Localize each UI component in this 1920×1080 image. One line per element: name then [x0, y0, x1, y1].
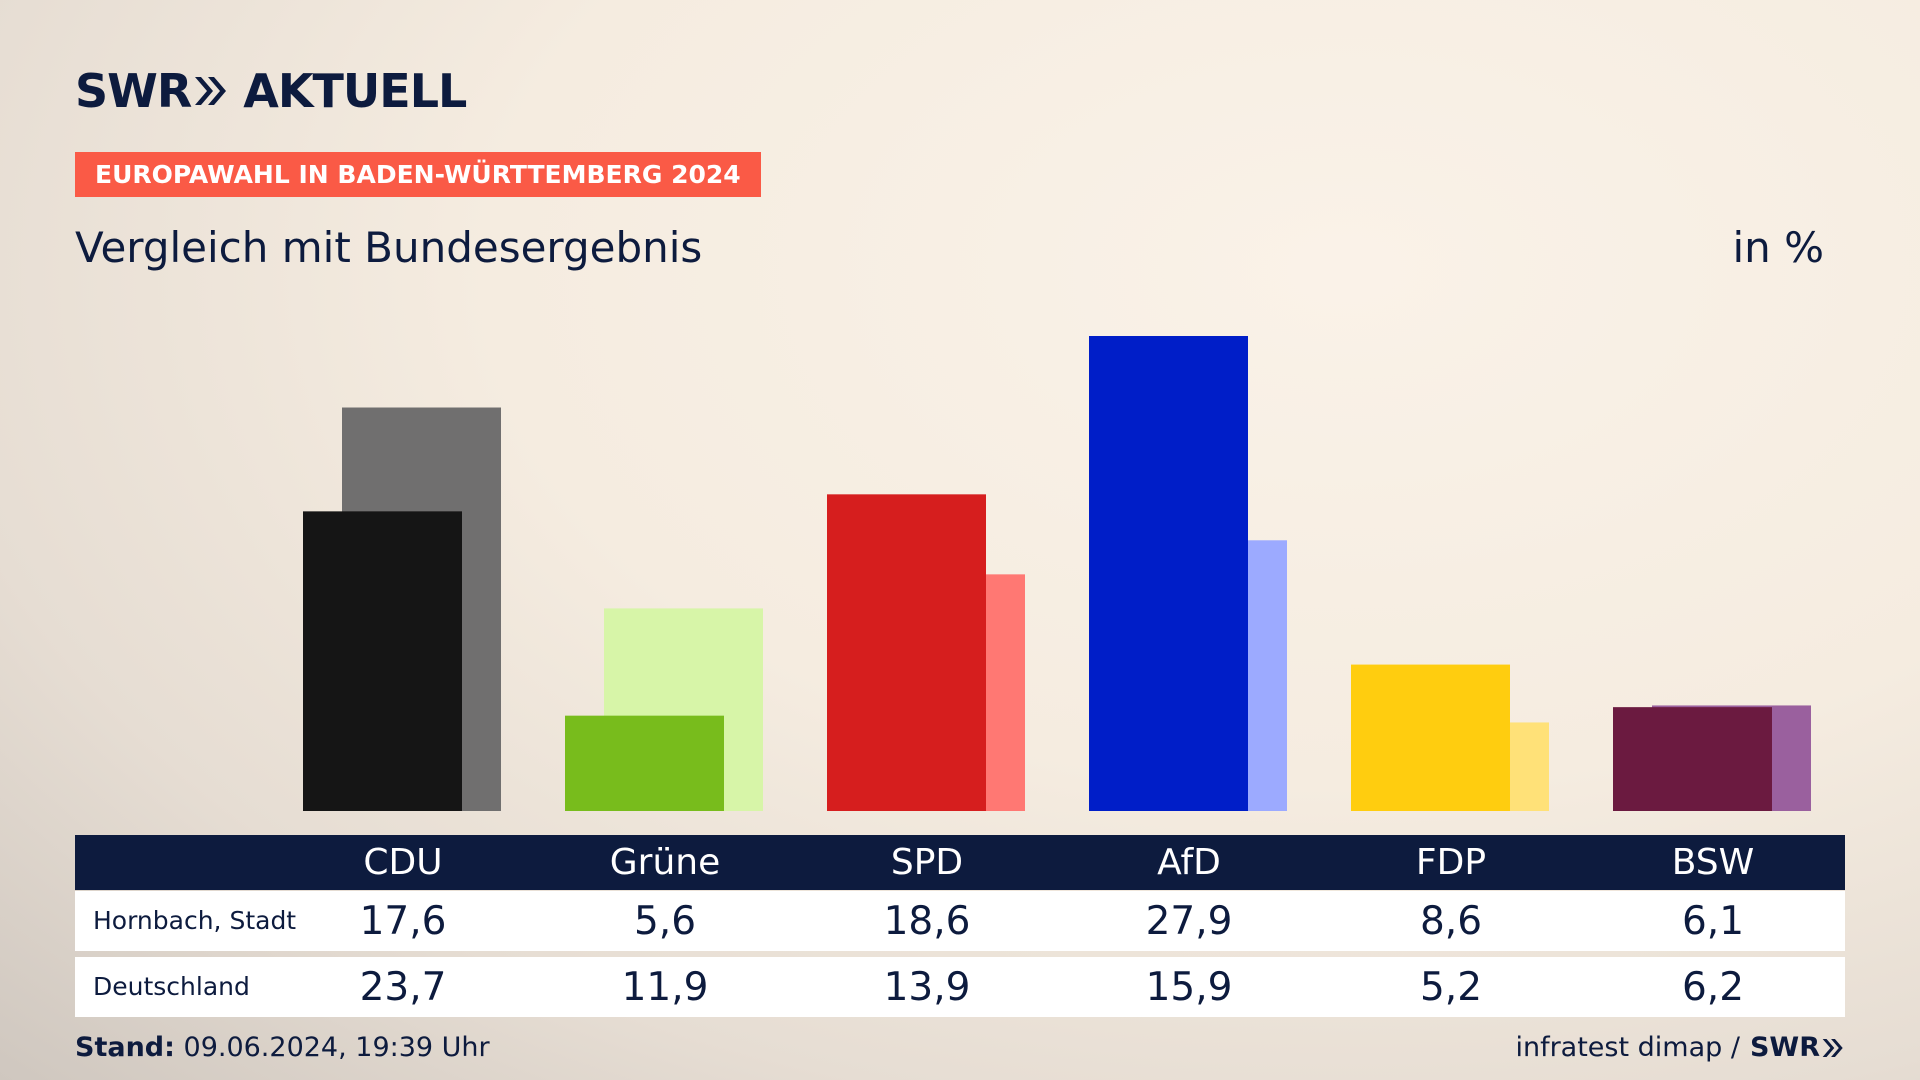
- election-kicker-badge: EUROPAWAHL IN BADEN-WÜRTTEMBERG 2024: [75, 152, 761, 197]
- party-label-spd: SPD: [890, 842, 964, 883]
- stand-value: 09.06.2024, 19:39 Uhr: [183, 1032, 490, 1063]
- row-label-hornbach: Hornbach, Stadt: [93, 906, 297, 935]
- value-deutschland-cdu: 23,7: [359, 965, 447, 1010]
- row-label-deutschland: Deutschland: [93, 972, 250, 1001]
- bar-hornbach-cdu: [303, 511, 462, 811]
- table-row-deutschland: Deutschland 23,7 11,9 13,9 15,9 5,2 6,2: [75, 957, 1845, 1017]
- bar-chart: [303, 336, 1811, 811]
- value-hornbach-spd: 18,6: [883, 899, 971, 944]
- unit-label: in %: [1732, 223, 1824, 272]
- timestamp: Stand: 09.06.2024, 19:39 Uhr: [75, 1028, 490, 1068]
- stand-label: Stand:: [75, 1032, 175, 1063]
- footer-double-chevron-icon: [1822, 1038, 1843, 1058]
- value-hornbach-grüne: 5,6: [633, 899, 697, 944]
- party-label-grüne: Grüne: [609, 842, 721, 883]
- chart-subtitle: Vergleich mit Bundesergebnis: [75, 223, 703, 272]
- party-label-cdu: CDU: [363, 842, 443, 883]
- table-header-row: CDU Grüne SPD AfD FDP BSW: [75, 835, 1845, 890]
- value-deutschland-bsw: 6,2: [1681, 965, 1745, 1010]
- party-label-fdp: FDP: [1415, 842, 1487, 883]
- footer-logo-text: SWR: [1749, 1032, 1820, 1063]
- footer-swr-logo: SWR: [1750, 1028, 1845, 1068]
- value-deutschland-grüne: 11,9: [621, 965, 709, 1010]
- logo-swr-text: SWR: [75, 64, 192, 118]
- value-hornbach-cdu: 17,6: [359, 899, 447, 944]
- party-label-bsw: BSW: [1671, 842, 1755, 883]
- table-row-hornbach: Hornbach, Stadt 17,6 5,6 18,6 27,9 8,6 6,1: [75, 891, 1845, 951]
- value-deutschland-afd: 15,9: [1145, 965, 1233, 1010]
- value-hornbach-fdp: 8,6: [1419, 899, 1483, 944]
- double-chevron-icon: [195, 77, 227, 105]
- bar-hornbach-afd: [1089, 336, 1248, 811]
- swr-aktuell-logo: SWR AKTUELL: [75, 64, 467, 118]
- value-deutschland-fdp: 5,2: [1419, 965, 1483, 1010]
- party-label-afd: AfD: [1157, 842, 1221, 883]
- bar-hornbach-grüne: [565, 715, 724, 811]
- logo-aktuell-text: AKTUELL: [243, 64, 467, 118]
- value-hornbach-bsw: 6,1: [1681, 899, 1745, 944]
- source-credit: infratest dimap / SWR: [1515, 1028, 1845, 1068]
- source-text: infratest dimap /: [1515, 1032, 1740, 1063]
- value-hornbach-afd: 27,9: [1145, 899, 1233, 944]
- value-deutschland-spd: 13,9: [883, 965, 971, 1010]
- bar-hornbach-bsw: [1613, 707, 1772, 811]
- bar-hornbach-spd: [827, 494, 986, 811]
- bar-hornbach-fdp: [1351, 664, 1510, 811]
